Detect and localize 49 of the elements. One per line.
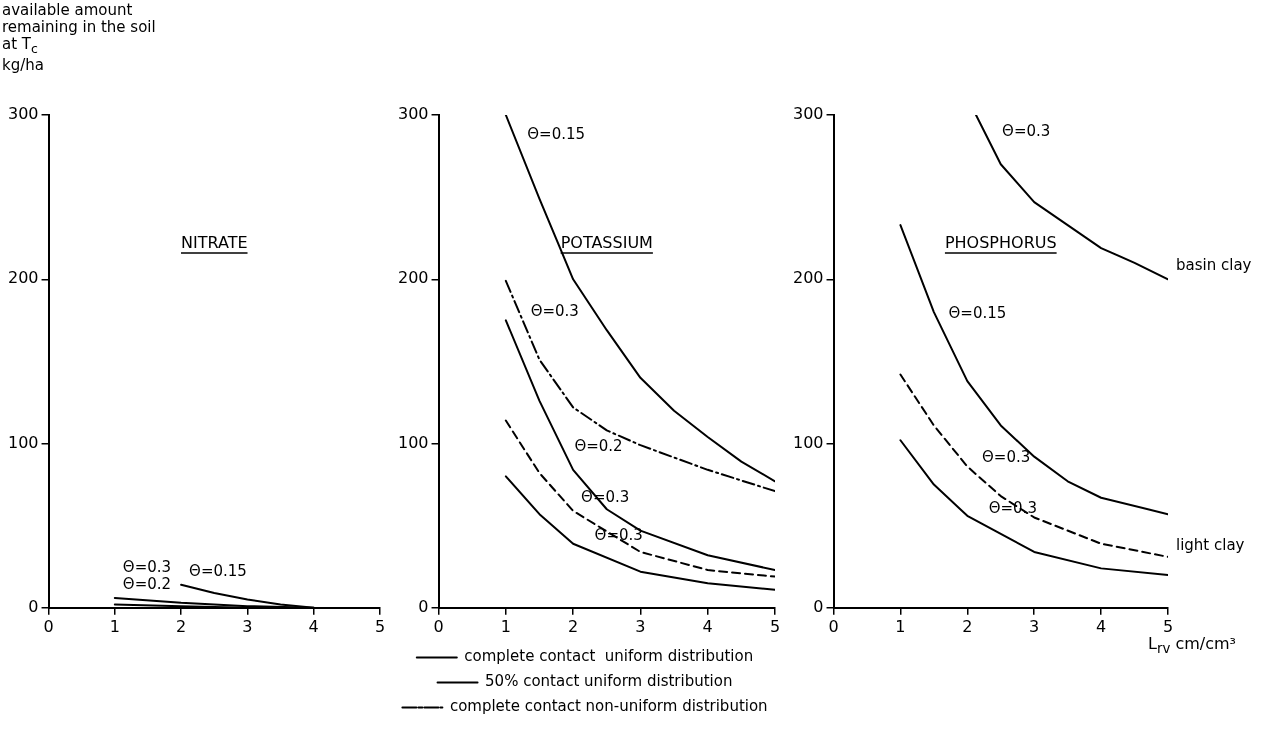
x-tick-label: 3 bbox=[242, 616, 253, 636]
x-tick-label: 0 bbox=[828, 616, 839, 636]
legend-label: 50% contact uniform distribution bbox=[485, 672, 733, 691]
annotation: Θ=0.3 bbox=[530, 302, 579, 321]
x-tick-label: 0 bbox=[433, 616, 444, 636]
annotation: Θ=0.3 bbox=[1002, 121, 1051, 140]
y-tick-label: 100 bbox=[397, 432, 429, 452]
x-tick-label: 2 bbox=[176, 616, 187, 636]
y-tick-label: 200 bbox=[397, 268, 429, 288]
y-tick-label: 200 bbox=[792, 268, 824, 288]
text: POTASSIUM bbox=[560, 233, 653, 253]
annotation: light clay bbox=[1176, 535, 1245, 554]
legend-label: complete contact uniform distribution bbox=[464, 647, 754, 666]
annotation: Θ=0.2 bbox=[574, 436, 623, 455]
x-tick-label: 1 bbox=[500, 616, 511, 636]
x-tick-label: 2 bbox=[568, 616, 579, 636]
y-axis-title: available amount remaining in the soil at T$_{c}$ kg/ha bbox=[2, 1, 156, 74]
x-tick-label: 5 bbox=[1162, 616, 1174, 636]
annotation: basin clay bbox=[1176, 256, 1252, 275]
annotation: Θ=0.3 bbox=[122, 557, 172, 576]
y-tick-label: 300 bbox=[792, 104, 824, 124]
x-tick-label: 1 bbox=[109, 616, 120, 636]
legend-label: complete contact non-uniform distribution bbox=[449, 697, 768, 716]
x-tick-label: 5 bbox=[769, 616, 781, 636]
y-tick-label: 200 bbox=[7, 268, 39, 288]
text: NITRATE bbox=[181, 233, 248, 253]
y-tick-label: 0 bbox=[418, 596, 429, 616]
x-tick-label: 1 bbox=[895, 616, 906, 636]
y-tick-label: 100 bbox=[792, 432, 824, 452]
annotation: Θ=0.15 bbox=[189, 561, 247, 580]
annotation: Θ=0.2 bbox=[122, 574, 172, 593]
y-tick-label: 0 bbox=[813, 596, 824, 616]
x-tick-label: 0 bbox=[43, 616, 54, 636]
y-tick-label: 100 bbox=[7, 432, 39, 452]
x-tick-label: 3 bbox=[1029, 616, 1040, 636]
annotation: Θ=0.3 bbox=[982, 448, 1031, 467]
x-tick-label: 4 bbox=[702, 616, 713, 636]
y-tick-label: 300 bbox=[7, 104, 39, 124]
x-tick-label: 2 bbox=[962, 616, 973, 636]
annotation: Θ=0.15 bbox=[948, 303, 1007, 322]
x-tick-label: 4 bbox=[308, 616, 319, 636]
annotation: Θ=0.15 bbox=[527, 124, 586, 143]
x-tick-label: 4 bbox=[1096, 616, 1107, 636]
y-tick-label: 0 bbox=[28, 596, 39, 616]
x-axis-title: L$_{rv}$ cm/cm³ bbox=[1148, 633, 1236, 656]
x-tick-label: 3 bbox=[635, 616, 646, 636]
text: PHOSPHORUS bbox=[944, 233, 1057, 253]
x-tick-label: 5 bbox=[374, 616, 386, 636]
y-tick-label: 300 bbox=[397, 104, 429, 124]
